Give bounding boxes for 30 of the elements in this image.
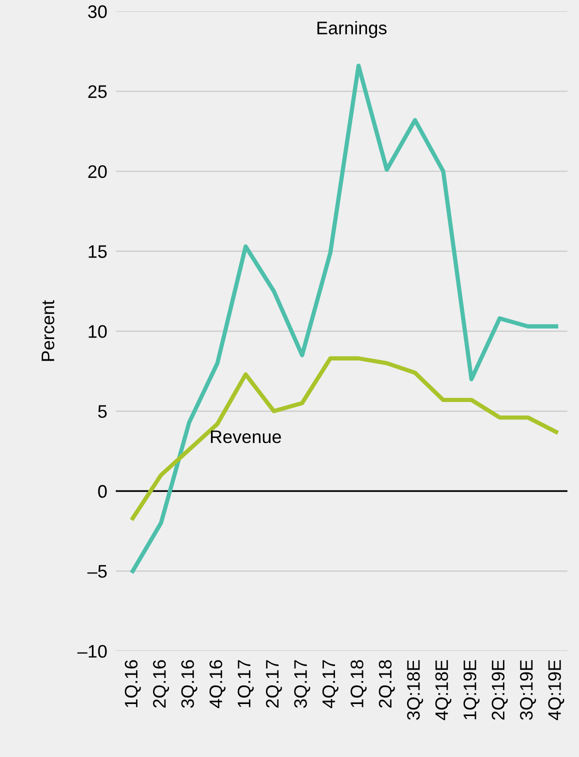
x-tick-label: 3Q:19E: [520, 660, 536, 720]
x-tick-label: 4Q:18E: [435, 660, 452, 720]
x-tick-label: 1Q.18: [350, 660, 367, 708]
x-tick-label: 1Q.17: [238, 660, 254, 708]
y-tick-label: 5: [98, 405, 107, 418]
x-tick-label: 4Q.17: [322, 660, 338, 708]
line-series: [130, 356, 558, 520]
text: Earnings: [317, 21, 387, 38]
y-tick-label: –5: [87, 565, 107, 578]
x-tick-label: 4Q.16: [209, 660, 226, 708]
y-tick-label: 20: [88, 165, 107, 178]
x-tick-label: 3Q.16: [181, 660, 198, 708]
x-tick-label: 3Q.17: [294, 660, 310, 708]
x-tick-label: 2Q.18: [378, 660, 395, 708]
x-tick-label: 1Q.16: [124, 660, 141, 708]
y-axis-title: Percent: [42, 300, 54, 361]
y-tick-label: 0: [98, 485, 107, 498]
series-label: Revenue: [210, 430, 281, 444]
x-tick-label: 2Q.17: [266, 660, 282, 708]
y-tick-label: 15: [88, 245, 107, 258]
y-tick-label: 10: [88, 325, 107, 338]
y-tick-label: –10: [77, 644, 107, 658]
x-tick-label: 3Q:18E: [407, 660, 424, 720]
y-tick-label: 25: [88, 85, 107, 98]
line-series: [130, 64, 558, 574]
x-tick-label: 4Q:19E: [548, 660, 564, 720]
y-tick-label: 30: [88, 5, 107, 18]
x-tick-label: 2Q.16: [153, 660, 170, 708]
x-tick-label: 2Q:19E: [492, 660, 508, 720]
x-tick-label: 1Q:19E: [464, 660, 480, 720]
